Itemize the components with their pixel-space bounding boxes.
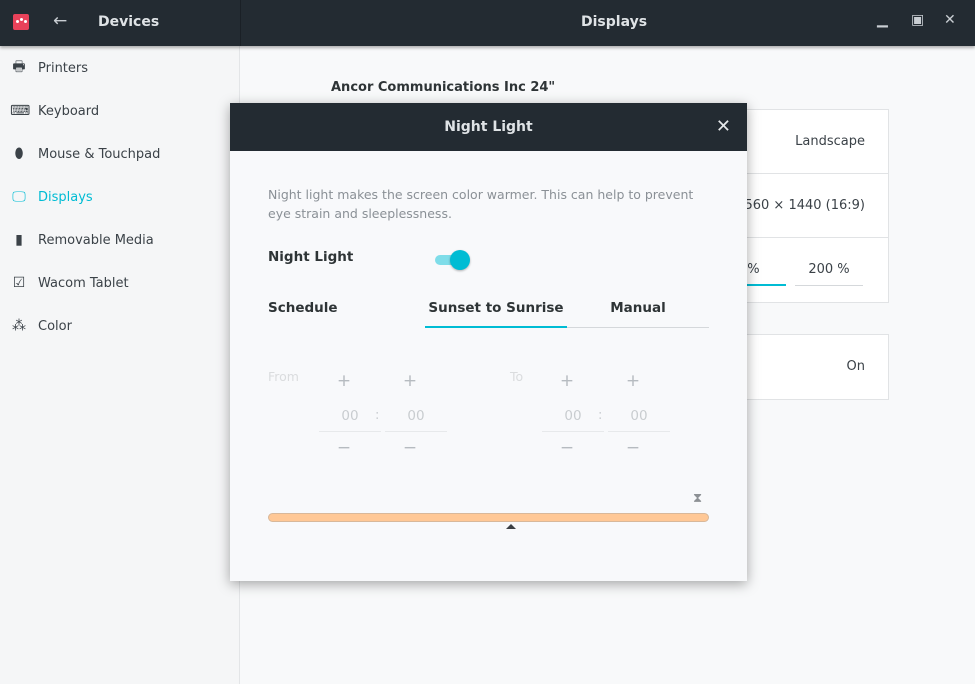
sidebar-item-mouse-touchpad[interactable]: ⬮ Mouse & Touchpad [0, 136, 240, 172]
tab-manual[interactable]: Manual [567, 300, 709, 328]
to-label: To [510, 369, 524, 384]
dialog-title: Night Light [444, 119, 533, 135]
time-separator: : [598, 408, 603, 423]
keyboard-icon: ⌨ [10, 103, 31, 119]
sidebar-item-keyboard[interactable]: ⌨ Keyboard [0, 93, 240, 129]
from-hours-minus-button[interactable]: − [336, 438, 352, 458]
display-icon: 🖵 [12, 189, 26, 205]
maximize-icon[interactable]: ▣ [911, 12, 925, 28]
night-light-dialog: Night Light ✕ Night light makes the scree… [230, 103, 747, 581]
tablet-icon: ☑ [12, 275, 26, 291]
mouse-icon: ⬮ [14, 146, 24, 162]
usb-drive-icon: ▮ [15, 232, 23, 248]
night-light-toggle[interactable] [435, 250, 470, 270]
hourglass-icon: ⧗ [693, 491, 703, 506]
color-icon: ⁂ [12, 318, 26, 334]
from-minutes-minus-button[interactable]: − [402, 438, 418, 458]
orientation-value: Landscape [795, 134, 865, 149]
to-hours-input[interactable]: 00 [542, 408, 604, 432]
schedule-label: Schedule [268, 300, 338, 316]
from-minutes-input[interactable]: 00 [385, 408, 447, 432]
sidebar-item-label: Removable Media [38, 232, 154, 248]
close-icon[interactable]: ✕ [715, 116, 731, 137]
night-light-label: Night Light [268, 249, 354, 265]
sidebar-item-label: Wacom Tablet [38, 275, 129, 291]
from-hours-input[interactable]: 00 [319, 408, 381, 432]
toggle-knob [450, 250, 470, 270]
dialog-header: Night Light ✕ [230, 103, 747, 151]
to-hours-plus-button[interactable]: + [559, 371, 575, 391]
night-light-status: On [846, 359, 865, 374]
resolution-value: 2560 × 1440 (16:9) [736, 198, 865, 213]
window-close-icon[interactable]: ✕ [944, 12, 956, 28]
monitor-name: Ancor Communications Inc 24" [331, 80, 556, 95]
page-title: Displays [581, 14, 648, 30]
from-minutes-plus-button[interactable]: + [402, 371, 418, 391]
arrow-left-icon[interactable]: ← [53, 11, 68, 31]
app-logo-icon [13, 14, 29, 30]
sidebar: 🖶 Printers ⌨ Keyboard ⬮ Mouse & Touchpad 🖵 D… [0, 46, 240, 684]
header-bar: ← Devices Displays ▁ ▣ ✕ [0, 0, 975, 46]
from-hours-plus-button[interactable]: + [336, 371, 352, 391]
sidebar-item-label: Color [38, 318, 72, 334]
to-hours-minus-button[interactable]: − [559, 438, 575, 458]
from-label: From [268, 369, 299, 384]
sidebar-item-label: Mouse & Touchpad [38, 146, 161, 162]
minimize-icon[interactable]: ▁ [877, 12, 888, 28]
sidebar-item-wacom-tablet[interactable]: ☑ Wacom Tablet [0, 265, 240, 301]
sidebar-item-label: Displays [38, 189, 93, 205]
color-temperature-slider[interactable] [268, 513, 709, 522]
sidebar-item-printers[interactable]: 🖶 Printers [0, 50, 240, 86]
printer-icon: 🖶 [12, 59, 26, 75]
scale-option-200[interactable]: 200 % [795, 262, 863, 286]
sidebar-title: Devices [98, 14, 160, 30]
night-light-row[interactable]: On [332, 335, 888, 399]
sidebar-item-displays[interactable]: 🖵 Displays [0, 179, 240, 215]
time-separator: : [375, 408, 380, 423]
to-minutes-minus-button[interactable]: − [625, 438, 641, 458]
sidebar-item-color[interactable]: ⁂ Color [0, 308, 240, 344]
header-divider [240, 0, 241, 46]
slider-default-marker [506, 524, 516, 529]
to-minutes-input[interactable]: 00 [608, 408, 670, 432]
sidebar-item-label: Keyboard [38, 103, 100, 119]
dialog-description: Night light makes the screen color warme… [268, 187, 694, 221]
sidebar-item-removable-media[interactable]: ▮ Removable Media [0, 222, 240, 258]
sidebar-item-label: Printers [38, 60, 89, 76]
to-minutes-plus-button[interactable]: + [625, 371, 641, 391]
tab-sunset-to-sunrise[interactable]: Sunset to Sunrise [425, 300, 567, 328]
